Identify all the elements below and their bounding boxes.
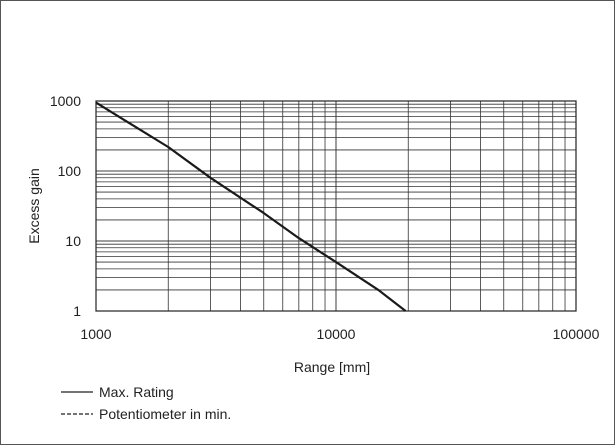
series-line-max-rating <box>95 101 407 312</box>
x-tick-label: 100000 <box>553 326 600 342</box>
plot-area-border <box>95 100 577 312</box>
legend: Max. Rating Potentiometer in min. <box>61 384 231 422</box>
y-tick-label: 1000 <box>50 93 81 109</box>
x-tick-label: 10000 <box>317 326 356 342</box>
y-axis-label: Excess gain <box>26 168 42 243</box>
x-axis-label: Range [mm] <box>294 359 370 375</box>
legend-label: Max. Rating <box>99 384 174 400</box>
y-tick-label: 10 <box>65 233 81 249</box>
y-tick-label: 100 <box>58 163 82 179</box>
x-tick-label: 1000 <box>80 326 111 342</box>
y-tick-label: 1 <box>73 303 81 319</box>
legend-label: Potentiometer in min. <box>99 406 231 422</box>
